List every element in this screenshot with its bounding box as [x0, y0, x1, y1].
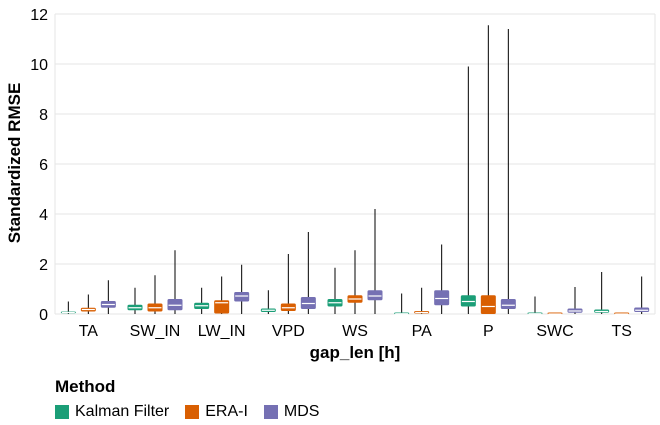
iqr-box [167, 299, 183, 311]
iqr-box [367, 290, 383, 301]
x-tick-label-pa: PA [412, 323, 432, 340]
legend-label-kalman-filter: Kalman Filter [75, 403, 170, 420]
axis-layer: 0 2 4 6 8 10 12 TA SW_IN LW_IN VPD WS PA P SWC TS [30, 7, 632, 340]
box-kalman-filter-ta [60, 301, 76, 314]
x-tick-label-ts: TS [611, 323, 631, 340]
x-axis-title: gap_len [h] [310, 343, 401, 362]
box-kalman-filter-pa [394, 293, 410, 315]
box-era-i-ws [347, 250, 363, 314]
box-kalman-filter-ws [327, 267, 343, 314]
box-mds-ws [367, 209, 383, 314]
legend-label-mds: MDS [283, 403, 320, 420]
iqr-box [500, 299, 516, 309]
x-tick-label-p: P [483, 323, 494, 340]
legend-item-mds: MDS [263, 403, 320, 421]
box-era-i-ts [614, 312, 630, 315]
y-tick-label: 2 [39, 257, 48, 274]
box-kalman-filter-vpd [260, 290, 276, 314]
legend-swatch-mds [263, 405, 278, 419]
box-era-i-swc [547, 312, 563, 315]
x-tick-label-sw-in: SW_IN [130, 323, 181, 340]
grid-layer [54, 13, 656, 315]
box-era-i-vpd [280, 254, 296, 314]
box-kalman-filter-ts [594, 272, 610, 314]
y-tick-label: 6 [39, 157, 48, 174]
box-mds-ta [100, 280, 116, 314]
marks-layer [60, 25, 650, 315]
x-tick-label-vpd: VPD [272, 323, 305, 340]
box-mds-pa [434, 244, 450, 314]
box-mds-lw-in [234, 264, 250, 314]
y-tick-label: 8 [39, 107, 48, 124]
box-mds-vpd [300, 232, 316, 314]
box-mds-swc [567, 287, 583, 314]
box-kalman-filter-sw-in [127, 287, 143, 314]
legend-title: Method [55, 377, 116, 396]
box-kalman-filter-lw-in [194, 287, 210, 314]
iqr-box [214, 300, 230, 314]
y-axis-title: Standardized RMSE [5, 83, 24, 244]
y-tick-label: 0 [39, 307, 48, 324]
iqr-box [234, 292, 250, 302]
y-tick-label: 4 [39, 207, 48, 224]
legend-swatch-era-i [185, 405, 200, 419]
legend-item-kalman-filter: Kalman Filter [55, 403, 169, 421]
legend-item-era-i: ERA-I [185, 403, 248, 421]
iqr-box [434, 290, 450, 306]
box-era-i-pa [414, 287, 430, 314]
legend-swatch-kalman-filter [55, 405, 69, 419]
iqr-box [480, 295, 496, 314]
box-mds-sw-in [167, 250, 183, 314]
box-era-i-sw-in [147, 275, 163, 314]
box-era-i-p [480, 25, 496, 314]
box-kalman-filter-p [460, 66, 476, 314]
x-tick-label-ws: WS [342, 323, 368, 340]
box-kalman-filter-swc [527, 296, 543, 315]
box-era-i-ta [80, 294, 96, 314]
x-tick-label-swc: SWC [536, 323, 573, 340]
legend-items: Kalman Filter ERA-I MDS [55, 403, 319, 421]
box-mds-p [500, 29, 516, 314]
x-tick-label-lw-in: LW_IN [198, 323, 246, 340]
box-era-i-lw-in [214, 276, 230, 314]
x-tick-label-ta: TA [79, 323, 99, 340]
box-mds-ts [634, 276, 650, 314]
y-tick-label: 10 [30, 57, 48, 74]
y-tick-label: 12 [30, 7, 48, 24]
iqr-box [460, 295, 476, 307]
legend: Method Kalman Filter ERA-I MDS [55, 377, 319, 421]
legend-label-era-i: ERA-I [205, 403, 248, 420]
